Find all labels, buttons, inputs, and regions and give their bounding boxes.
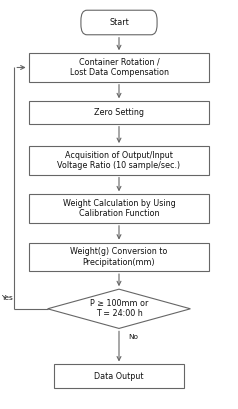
Bar: [29, 101, 209, 124]
Text: Acquisition of Output/Input
Voltage Ratio (10 sample/sec.): Acquisition of Output/Input Voltage Rati…: [57, 151, 181, 170]
Bar: [29, 146, 209, 175]
Text: Start: Start: [109, 18, 129, 27]
Bar: [54, 364, 184, 388]
Text: No: No: [129, 335, 139, 340]
Text: Yes: Yes: [1, 295, 13, 301]
Text: P ≥ 100mm or
T = 24:00 h: P ≥ 100mm or T = 24:00 h: [90, 299, 148, 319]
Text: Zero Setting: Zero Setting: [94, 108, 144, 117]
Text: Data Output: Data Output: [94, 372, 144, 381]
Text: Weight(g) Conversion to
Precipitation(mm): Weight(g) Conversion to Precipitation(mm…: [70, 247, 168, 267]
Text: Weight Calculation by Using
Calibration Function: Weight Calculation by Using Calibration …: [63, 199, 175, 218]
FancyBboxPatch shape: [81, 10, 157, 35]
Text: Container Rotation /
Lost Data Compensation: Container Rotation / Lost Data Compensat…: [69, 58, 169, 77]
Bar: [29, 53, 209, 82]
Bar: [29, 243, 209, 271]
Bar: [29, 194, 209, 223]
Polygon shape: [48, 289, 190, 328]
